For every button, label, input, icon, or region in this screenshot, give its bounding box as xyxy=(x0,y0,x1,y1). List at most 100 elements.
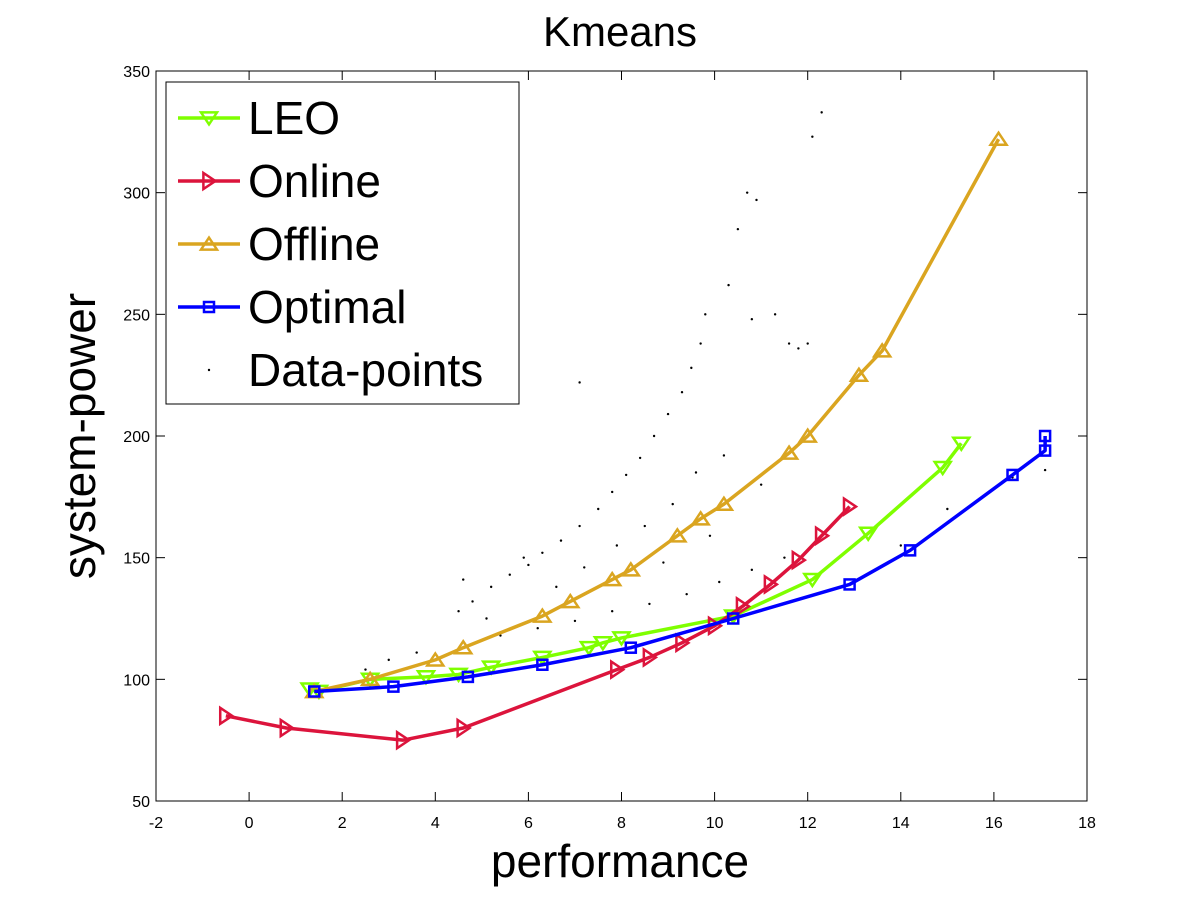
series-point-online xyxy=(791,549,808,571)
series-point-leo xyxy=(950,436,972,452)
x-tick-label: 10 xyxy=(706,815,724,832)
series-point-offline xyxy=(713,495,735,511)
data-point xyxy=(643,524,646,528)
data-point xyxy=(583,566,586,569)
data-point xyxy=(624,473,628,477)
data-point xyxy=(704,313,707,316)
legend-label: Data-points xyxy=(248,344,483,396)
data-point xyxy=(946,507,949,511)
series-point-offline xyxy=(620,561,642,577)
data-point xyxy=(690,366,693,370)
legend-label: Offline xyxy=(248,218,380,270)
x-tick-label: 12 xyxy=(799,815,817,832)
legend-marker xyxy=(202,170,218,192)
series-online xyxy=(218,496,859,751)
series-point-optimal xyxy=(1006,468,1019,482)
series-point-offline xyxy=(667,527,688,543)
series-point-online xyxy=(218,705,235,727)
series-point-offline xyxy=(559,592,581,609)
series-point-leo xyxy=(932,460,954,477)
data-point xyxy=(471,600,474,603)
series-point-optimal xyxy=(536,658,549,671)
series-point-online xyxy=(279,717,295,739)
data-point xyxy=(485,617,488,620)
series-point-online xyxy=(814,525,831,547)
series-layer xyxy=(218,130,1052,751)
chart-title: Kmeans xyxy=(543,8,697,55)
y-axis-ticks: 50 100 150 200 250 300 350 xyxy=(123,64,1087,811)
data-point xyxy=(755,198,758,202)
series-point-optimal xyxy=(461,670,475,684)
series-point-offline xyxy=(988,130,1009,146)
series-point-optimal xyxy=(726,612,740,625)
data-point xyxy=(508,573,511,576)
legend-marker xyxy=(198,111,220,127)
data-point xyxy=(610,610,614,613)
series-point-offline xyxy=(778,444,800,460)
x-tick-label: 14 xyxy=(892,815,910,832)
data-point xyxy=(615,544,619,547)
legend-item-data-points: Data-points xyxy=(207,344,483,396)
legend-marker xyxy=(202,300,216,314)
data-point xyxy=(462,578,465,581)
data-point xyxy=(1043,468,1047,472)
data-point xyxy=(578,381,581,384)
x-tick-label: 4 xyxy=(431,815,440,832)
series-point-leo xyxy=(578,640,600,657)
series-line-offline xyxy=(313,138,1001,694)
data-point xyxy=(415,651,418,654)
series-point-optimal xyxy=(624,641,638,654)
series-point-online xyxy=(609,659,626,680)
series-point-optimal xyxy=(1038,444,1052,457)
data-points-layer xyxy=(364,111,1047,671)
data-point xyxy=(820,111,823,114)
series-point-optimal xyxy=(903,544,917,557)
data-point xyxy=(694,471,698,474)
y-tick-label: 250 xyxy=(123,307,150,324)
data-point xyxy=(489,585,493,589)
x-tick-label: 0 xyxy=(245,815,254,832)
data-point xyxy=(662,561,665,564)
series-point-online xyxy=(763,574,780,595)
data-point xyxy=(722,454,726,457)
data-point xyxy=(541,551,544,554)
series-optimal xyxy=(308,429,1052,698)
series-point-leo xyxy=(480,660,502,676)
legend-label: Online xyxy=(248,155,381,207)
data-point xyxy=(806,342,809,345)
legend-items: LEO Online Offline Optimal Data-points xyxy=(178,92,483,396)
data-point xyxy=(666,412,670,416)
series-point-offline xyxy=(424,651,446,667)
legend-marker xyxy=(207,368,211,372)
data-point xyxy=(750,568,754,572)
series-point-offline xyxy=(690,510,711,526)
series-point-offline xyxy=(797,427,819,443)
data-point xyxy=(736,227,740,231)
series-point-offline xyxy=(532,607,553,623)
y-tick-label: 350 xyxy=(123,64,150,81)
series-point-offline xyxy=(359,670,381,687)
x-tick-label: 2 xyxy=(338,815,347,832)
data-point xyxy=(457,610,460,613)
x-tick-label: 8 xyxy=(617,815,626,832)
series-point-leo xyxy=(415,670,437,686)
legend: LEO Online Offline Optimal Data-points xyxy=(165,81,520,405)
series-point-online xyxy=(395,729,412,751)
x-tick-label: 16 xyxy=(985,815,1003,832)
series-point-online xyxy=(642,647,659,668)
series-point-online xyxy=(735,595,752,617)
series-line-optimal xyxy=(314,436,1047,694)
data-point xyxy=(773,313,777,316)
data-point xyxy=(787,342,791,345)
legend-marker xyxy=(198,235,220,251)
data-point xyxy=(638,456,642,460)
legend-item-leo: LEO xyxy=(178,92,340,144)
data-point xyxy=(811,135,814,138)
series-point-optimal xyxy=(1038,429,1052,443)
series-point-online xyxy=(456,717,472,739)
series-point-optimal xyxy=(843,578,856,591)
data-point xyxy=(387,658,390,662)
series-line-online xyxy=(225,505,851,742)
series-point-leo xyxy=(611,631,632,647)
